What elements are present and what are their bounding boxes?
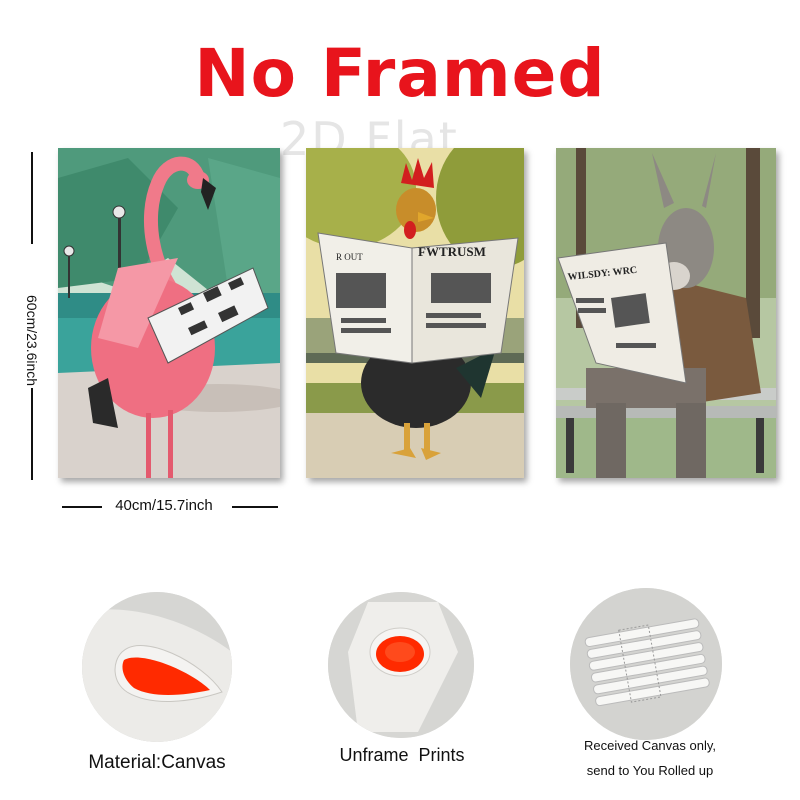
canvas-roll-icon — [328, 592, 474, 738]
poster-rooster: R OUT FWTRUSM — [306, 148, 524, 478]
rooster-headline: FWTRUSM — [418, 244, 486, 259]
caption-received-line2: send to You Rolled up — [586, 763, 714, 778]
caption-received-line1: Received Canvas only, — [584, 738, 716, 753]
caption-material: Material:Canvas — [88, 752, 226, 773]
rolled-canvases-icon — [570, 588, 722, 740]
poster-donkey: WILSDY: WRC — [556, 148, 776, 478]
poster-flamingo — [58, 148, 280, 478]
canvas-roll-icon — [82, 592, 232, 742]
page-title: No Framed — [194, 35, 606, 112]
width-dimension-label: 40cm/15.7inch — [115, 497, 213, 514]
height-dimension-line-top — [31, 152, 33, 244]
height-dimension-line-bottom — [31, 388, 33, 480]
caption-unframe: Unframe Prints — [339, 745, 465, 765]
rooster-masthead: R OUT — [336, 252, 363, 262]
height-dimension-label: 60cm/23.6inch — [24, 295, 40, 387]
width-dimension-line-left — [62, 506, 102, 508]
width-dimension-line-right — [232, 506, 278, 508]
